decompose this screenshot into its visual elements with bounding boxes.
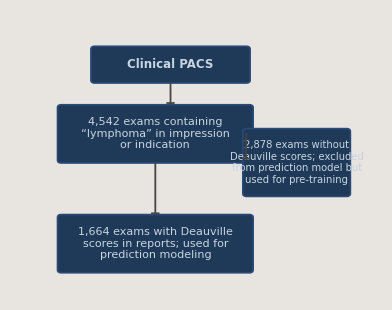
- FancyBboxPatch shape: [91, 46, 250, 83]
- Text: 4,542 exams containing
“lymphoma” in impression
or indication: 4,542 exams containing “lymphoma” in imp…: [81, 117, 230, 150]
- FancyBboxPatch shape: [243, 129, 350, 197]
- FancyBboxPatch shape: [58, 215, 253, 273]
- Text: 1,664 exams with Deauville
scores in reports; used for
prediction modeling: 1,664 exams with Deauville scores in rep…: [78, 227, 233, 260]
- Text: 2,878 exams without
Deauville scores; excluded
from prediction model but
used fo: 2,878 exams without Deauville scores; ex…: [230, 140, 363, 185]
- Text: Clinical PACS: Clinical PACS: [127, 58, 214, 71]
- FancyBboxPatch shape: [58, 105, 253, 163]
